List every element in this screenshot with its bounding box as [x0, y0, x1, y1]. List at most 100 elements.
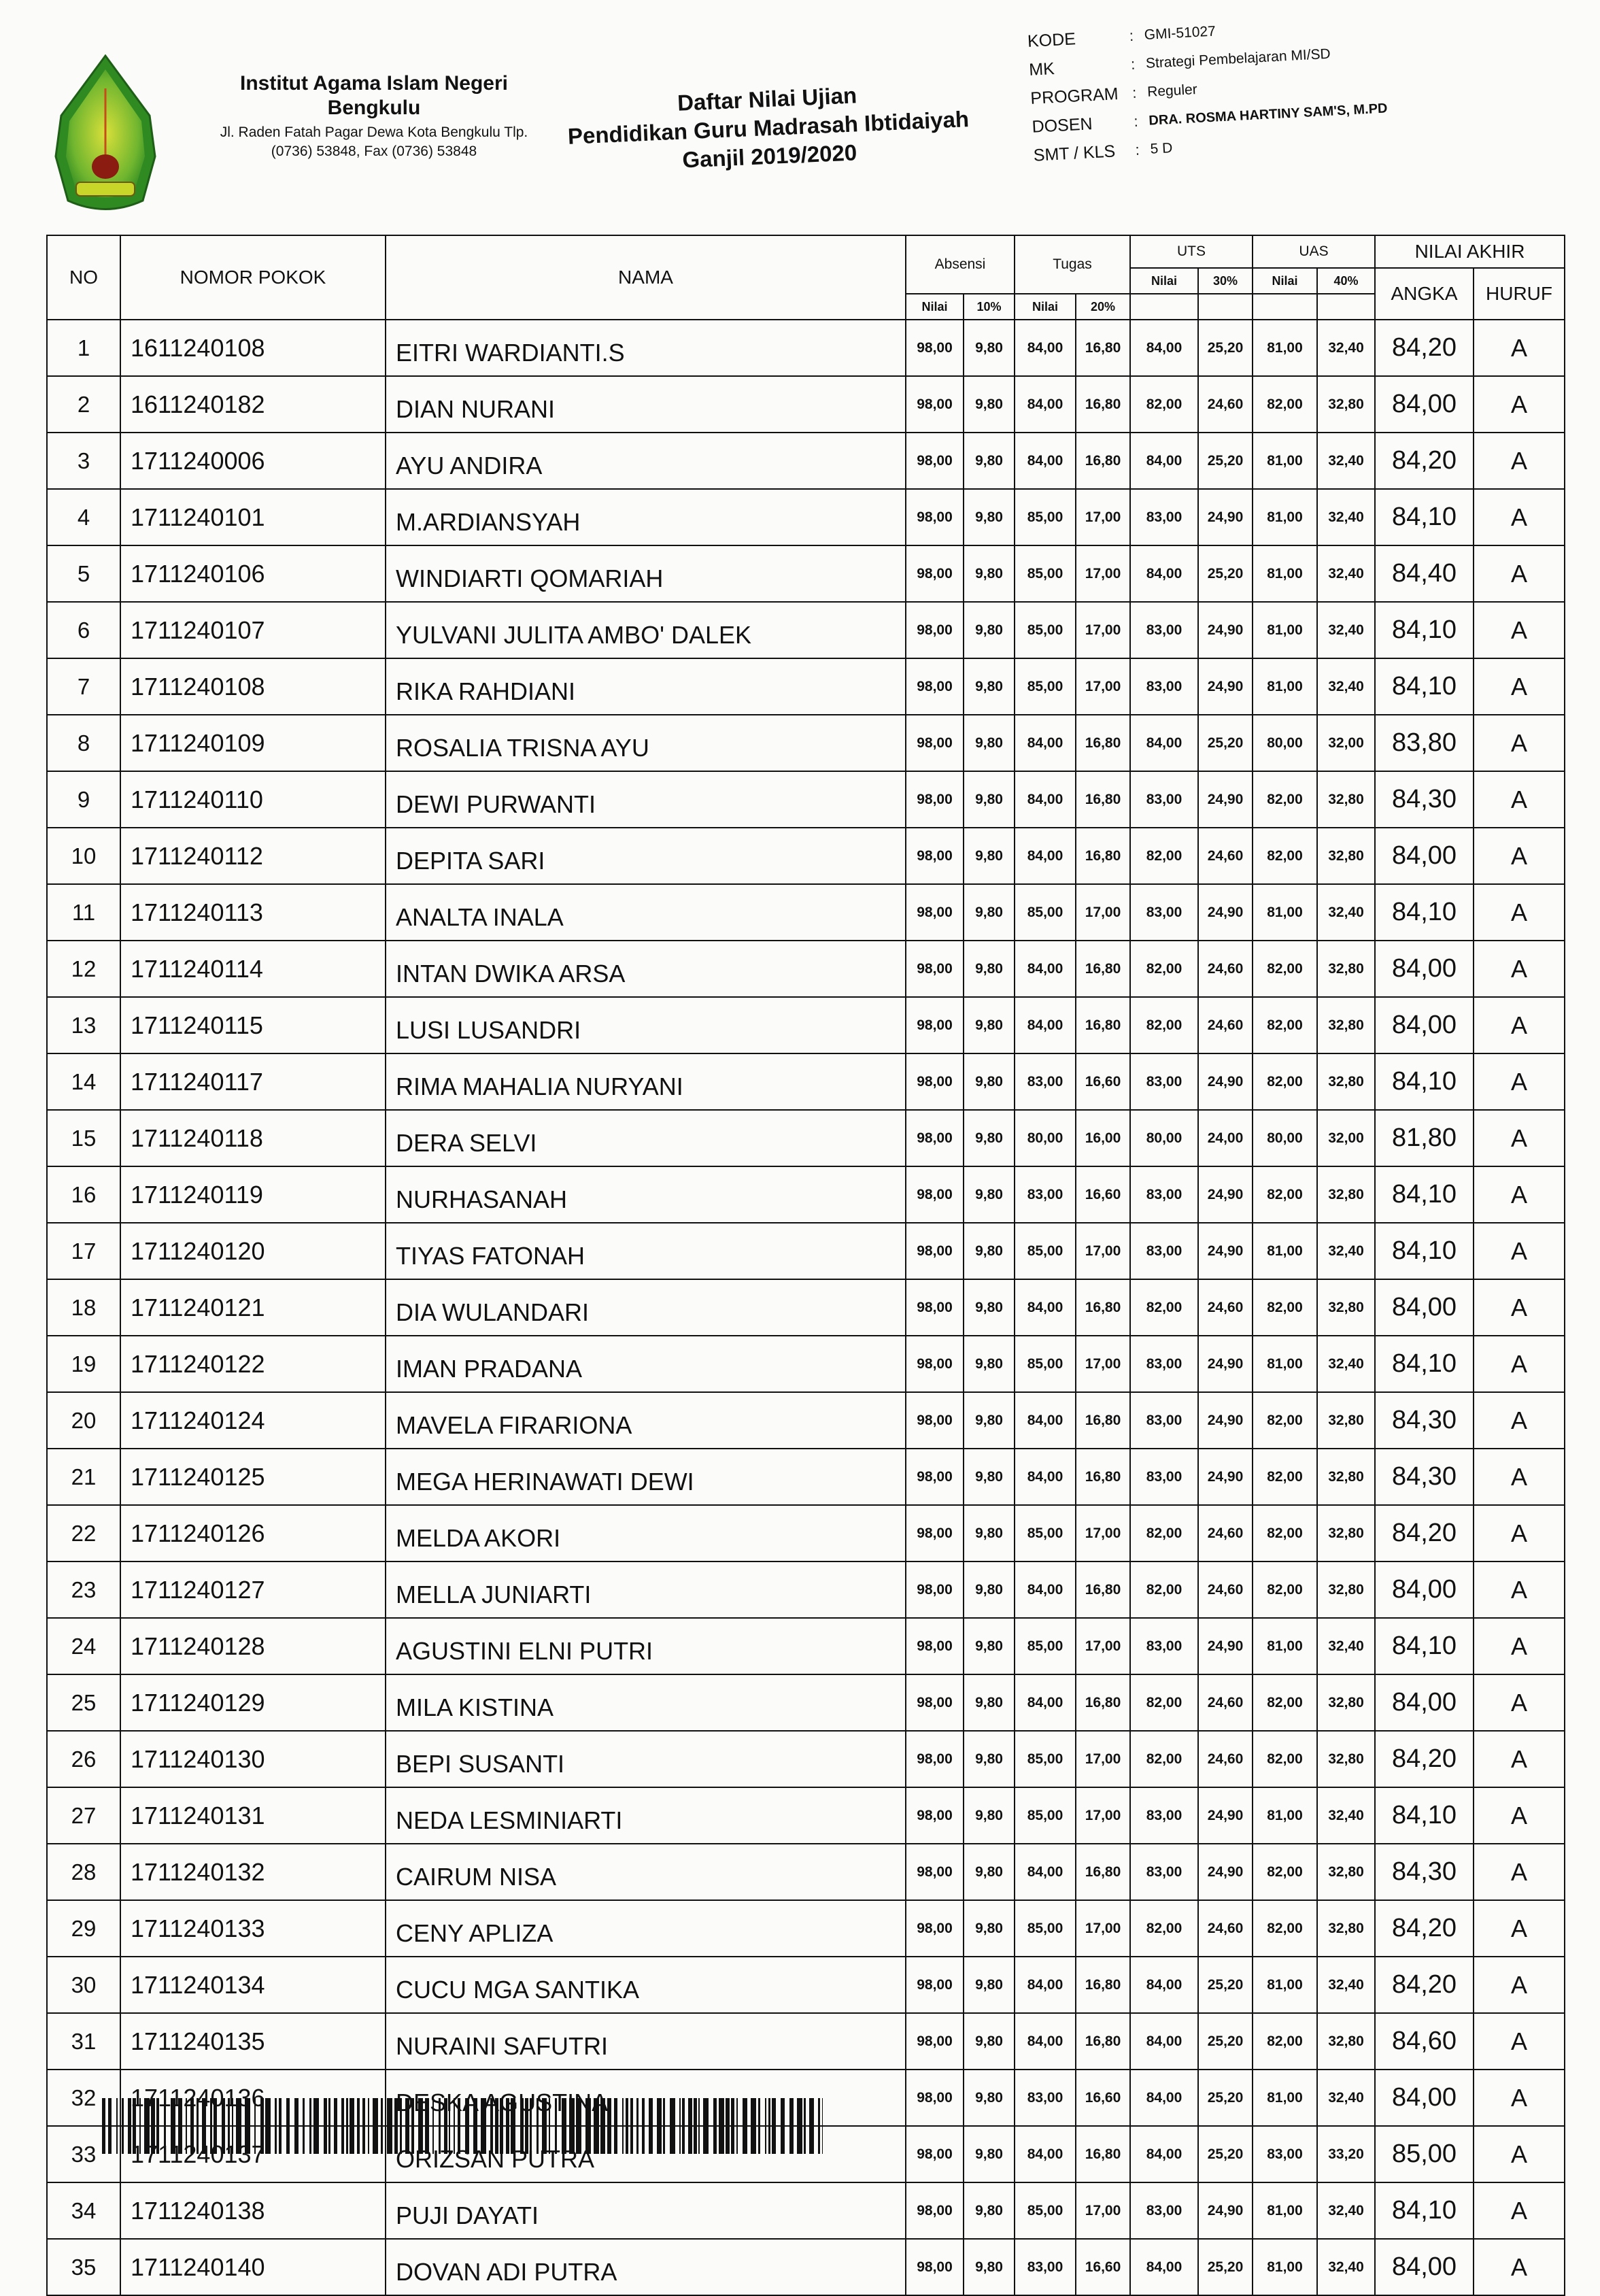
cell-uts-w: 25,20 — [1197, 2125, 1253, 2183]
table-row: 19 1711240122 IMAN PRADANA 98,00 9,80 85,00 17… — [46, 1335, 1565, 1393]
cell-tgs: 85,00 — [1014, 1900, 1076, 1957]
cell-uts-w: 24,60 — [1197, 827, 1253, 885]
cell-huruf: A — [1473, 1109, 1565, 1167]
cell-abs-w: 9,80 — [963, 2238, 1015, 2296]
cell-uts: 83,00 — [1129, 2182, 1199, 2240]
cell-nama: MEGA HERINAWATI DEWI — [385, 1448, 906, 1506]
cell-tgs: 85,00 — [1014, 1504, 1076, 1562]
cell-uts-w: 24,90 — [1197, 601, 1253, 659]
cell-tgs: 85,00 — [1014, 1787, 1076, 1844]
cell-tgs-w: 16,80 — [1075, 1279, 1131, 1336]
cell-tgs-w: 16,00 — [1075, 1109, 1131, 1167]
cell-abs: 98,00 — [905, 771, 964, 828]
cell-tgs-w: 16,80 — [1075, 714, 1131, 772]
cell-tgs: 84,00 — [1014, 1391, 1076, 1449]
cell-uas: 81,00 — [1252, 319, 1318, 377]
cell-tgs: 84,00 — [1014, 432, 1076, 490]
cell-abs-w: 9,80 — [963, 319, 1015, 377]
cell-uts: 84,00 — [1129, 432, 1199, 490]
cell-abs: 98,00 — [905, 1335, 964, 1393]
barcode-bar — [425, 2098, 429, 2154]
cell-tgs-w: 17,00 — [1075, 488, 1131, 546]
cell-tgs: 84,00 — [1014, 940, 1076, 998]
cell-abs-w: 9,80 — [963, 1222, 1015, 1280]
cell-abs-w: 9,80 — [963, 940, 1015, 998]
institution-name: Institut Agama Islam Negeri Bengkulu — [240, 72, 508, 119]
table-row: 18 1711240121 DIA WULANDARI 98,00 9,80 84,00 1… — [46, 1279, 1565, 1336]
cell-tgs: 84,00 — [1014, 1279, 1076, 1336]
barcode-bar — [649, 2098, 653, 2154]
cell-uts: 84,00 — [1129, 2069, 1199, 2127]
cell-uas: 81,00 — [1252, 1617, 1318, 1675]
cell-nama: AGUSTINI ELNI PUTRI — [385, 1617, 906, 1675]
barcode-bar — [490, 2098, 493, 2154]
barcode-bar — [265, 2098, 271, 2154]
cell-angka: 84,10 — [1374, 1166, 1474, 1223]
barcode-bar — [164, 2098, 166, 2154]
cell-uas: 82,00 — [1252, 771, 1318, 828]
cell-tgs: 85,00 — [1014, 488, 1076, 546]
cell-nim: 1711240138 — [120, 2182, 386, 2240]
barcode-bar — [418, 2098, 423, 2154]
cell-angka: 84,10 — [1374, 1787, 1474, 1844]
cell-nama: NURHASANAH — [385, 1166, 906, 1223]
barcode-bar — [511, 2098, 515, 2154]
cell-tgs: 85,00 — [1014, 1617, 1076, 1675]
barcode-bar — [222, 2098, 225, 2154]
cell-uts: 83,00 — [1129, 1222, 1199, 1280]
cell-abs-w: 9,80 — [963, 1674, 1015, 1732]
cell-tgs: 84,00 — [1014, 375, 1076, 433]
cell-uts-w: 25,20 — [1197, 1956, 1253, 2014]
cell-huruf: A — [1473, 601, 1565, 659]
barcode-bar — [670, 2098, 675, 2154]
barcode-bar — [614, 2098, 617, 2154]
cell-no: 2 — [46, 375, 121, 433]
cell-abs: 98,00 — [905, 1674, 964, 1732]
cell-nim: 1711240126 — [120, 1504, 386, 1562]
cell-abs-w: 9,80 — [963, 827, 1015, 885]
cell-abs-w: 9,80 — [963, 1166, 1015, 1223]
barcode-bar — [324, 2098, 327, 2154]
barcode-bar — [663, 2098, 665, 2154]
cell-nama: M.ARDIANSYAH — [385, 488, 906, 546]
cell-tgs: 80,00 — [1014, 1109, 1076, 1167]
cell-abs-w: 9,80 — [963, 1279, 1015, 1336]
header-no: NO — [46, 235, 121, 320]
cell-huruf: A — [1473, 1617, 1565, 1675]
cell-uas-w: 32,40 — [1316, 1335, 1376, 1393]
cell-tgs-w: 16,80 — [1075, 1561, 1131, 1619]
table-row: 25 1711240129 MILA KISTINA 98,00 9,80 84,00 16… — [46, 1674, 1565, 1732]
cell-uas: 82,00 — [1252, 1561, 1318, 1619]
cell-uts-w: 25,20 — [1197, 432, 1253, 490]
barcode-bar — [473, 2098, 477, 2154]
cell-angka: 85,00 — [1374, 2125, 1474, 2183]
cell-abs: 98,00 — [905, 1391, 964, 1449]
cell-uts: 82,00 — [1129, 940, 1199, 998]
cell-uts-w: 24,90 — [1197, 1843, 1253, 1901]
cell-tgs: 84,00 — [1014, 2125, 1076, 2183]
cell-no: 1 — [46, 319, 121, 377]
barcode-bar — [622, 2098, 624, 2154]
cell-no: 9 — [46, 771, 121, 828]
cell-uts: 83,00 — [1129, 488, 1199, 546]
cell-abs-w: 9,80 — [963, 1109, 1015, 1167]
barcode-bar — [313, 2098, 319, 2154]
cell-tgs-w: 17,00 — [1075, 2182, 1131, 2240]
cell-huruf: A — [1473, 1279, 1565, 1336]
barcode-bar — [171, 2098, 175, 2154]
cell-uas-w: 32,40 — [1316, 545, 1376, 603]
cell-angka: 84,30 — [1374, 771, 1474, 828]
barcode-bar — [190, 2098, 194, 2154]
barcode-bar — [682, 2098, 685, 2154]
barcode-bar — [381, 2098, 383, 2154]
cell-no: 4 — [46, 488, 121, 546]
cell-uts: 83,00 — [1129, 601, 1199, 659]
barcode-bar — [495, 2098, 498, 2154]
cell-uts-w: 24,60 — [1197, 1900, 1253, 1957]
barcode-bar — [537, 2098, 539, 2154]
cell-abs-w: 9,80 — [963, 1956, 1015, 2014]
barcode-bar — [197, 2098, 199, 2154]
header-nim: NOMOR POKOK — [120, 235, 386, 320]
cell-abs: 98,00 — [905, 1504, 964, 1562]
cell-uts-w: 24,60 — [1197, 940, 1253, 998]
